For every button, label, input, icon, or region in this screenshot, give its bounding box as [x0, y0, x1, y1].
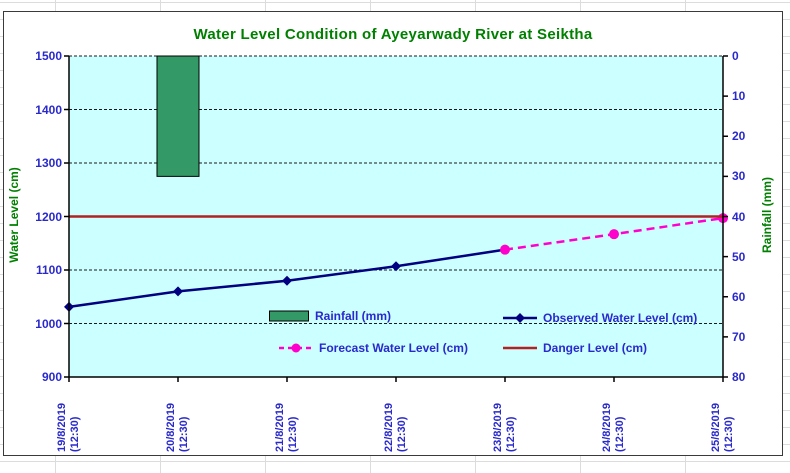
observed-legend-swatch: [503, 313, 537, 323]
forecast-legend-swatch: [279, 343, 313, 353]
legend-danger-label: Danger Level (cm): [543, 341, 648, 355]
observed-marker: [391, 261, 401, 272]
right-axis-title: Rainfall (mm): [760, 177, 774, 254]
legend-observed[interactable]: Observed Water Level (cm): [503, 311, 697, 325]
forecast-marker: [500, 244, 510, 255]
legend-forecast-label: Forecast Water Level (cm): [319, 341, 468, 355]
observed-marker: [173, 286, 183, 297]
legend-danger[interactable]: Danger Level (cm): [503, 341, 647, 355]
danger-legend-swatch: [503, 346, 537, 350]
legend-rainfall-label: Rainfall (mm): [315, 309, 392, 323]
rainfall-bar: [156, 55, 200, 177]
forecast-marker: [609, 229, 619, 240]
legend-observed-label: Observed Water Level (cm): [543, 311, 698, 325]
legend-forecast[interactable]: Forecast Water Level (cm): [279, 341, 468, 355]
observed-marker: [282, 275, 292, 286]
rainfall-legend-swatch: [269, 310, 309, 322]
legend-rainfall[interactable]: Rainfall (mm): [269, 309, 391, 323]
left-axis-title: Water Level (cm): [7, 167, 21, 263]
chart-title: Water Level Condition of Ayeyarwady Rive…: [193, 26, 593, 43]
